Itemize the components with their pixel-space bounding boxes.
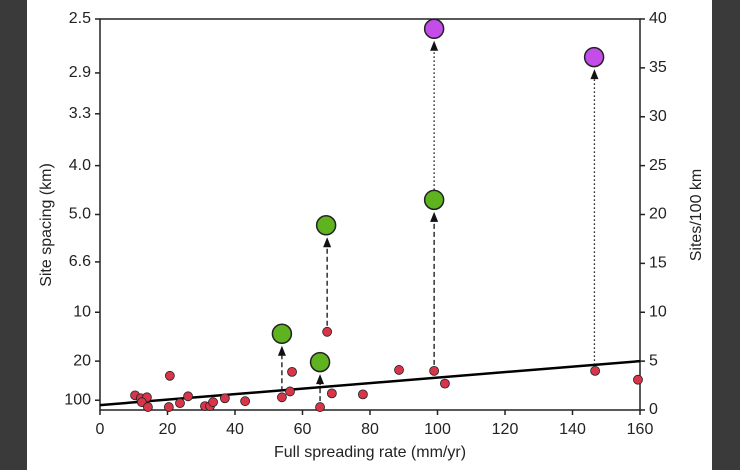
- x-axis-title: Full spreading rate (mm/yr): [274, 444, 466, 461]
- point: [208, 397, 218, 408]
- point: [183, 391, 193, 402]
- point: [175, 398, 185, 409]
- x-tick-label: 80: [361, 421, 379, 438]
- y2-tick-label: 15: [649, 255, 667, 272]
- x-tick-label: 20: [159, 421, 177, 438]
- side-strip: [712, 0, 740, 470]
- y2-tick-label: 20: [649, 206, 667, 223]
- point: [315, 402, 325, 412]
- point: [271, 323, 293, 345]
- x-tick-label: 0: [96, 421, 105, 438]
- y-tick-label: 20: [73, 352, 91, 369]
- arrow-head: [323, 237, 332, 248]
- x-tick-label: 100: [424, 421, 451, 438]
- point: [326, 388, 337, 399]
- arrow-head: [277, 345, 286, 356]
- y2-tick-label: 0: [649, 401, 658, 418]
- point: [394, 365, 404, 375]
- point: [583, 46, 605, 68]
- x-tick-label: 140: [559, 421, 586, 438]
- y2-tick-label: 5: [649, 352, 658, 369]
- point: [285, 386, 295, 397]
- y2-tick-label: 40: [649, 10, 667, 27]
- point: [633, 374, 643, 385]
- y-tick-label: 2.9: [69, 64, 91, 81]
- point: [590, 365, 601, 376]
- point: [277, 392, 287, 403]
- side-strip: [0, 0, 27, 470]
- point: [429, 365, 440, 376]
- y2-tick-label: 30: [649, 108, 667, 125]
- point: [315, 215, 337, 236]
- y-tick-label: 5.0: [69, 206, 91, 223]
- y-tick-label: 3.3: [69, 105, 91, 122]
- y2-axis-title: Sites/100 km: [688, 169, 705, 261]
- arrow-head: [590, 69, 599, 80]
- point: [358, 389, 368, 400]
- point: [219, 393, 230, 404]
- point: [240, 396, 251, 407]
- y2-tick-label: 25: [649, 157, 667, 174]
- y-tick-label: 100: [64, 391, 91, 408]
- point: [322, 326, 333, 337]
- arrow-head: [430, 211, 439, 222]
- y2-tick-label: 35: [649, 59, 667, 76]
- point: [440, 378, 450, 389]
- arrow-head: [316, 374, 325, 385]
- y-tick-label: 6.6: [69, 253, 91, 270]
- point: [309, 351, 331, 373]
- y-tick-label: 2.5: [69, 10, 91, 27]
- y-tick-label: 4.0: [69, 157, 91, 174]
- x-tick-label: 160: [627, 421, 654, 438]
- y-tick-label: 10: [73, 303, 91, 320]
- point: [164, 370, 175, 381]
- y-axis-title: Site spacing (km): [38, 163, 55, 287]
- point: [163, 402, 174, 412]
- point: [423, 189, 445, 211]
- point: [287, 366, 297, 377]
- y2-tick-label: 10: [649, 303, 667, 320]
- x-tick-label: 60: [294, 421, 312, 438]
- x-tick-label: 40: [226, 421, 244, 438]
- x-tick-label: 120: [492, 421, 519, 438]
- point: [143, 402, 153, 412]
- point: [423, 18, 445, 40]
- arrow-head: [430, 40, 439, 51]
